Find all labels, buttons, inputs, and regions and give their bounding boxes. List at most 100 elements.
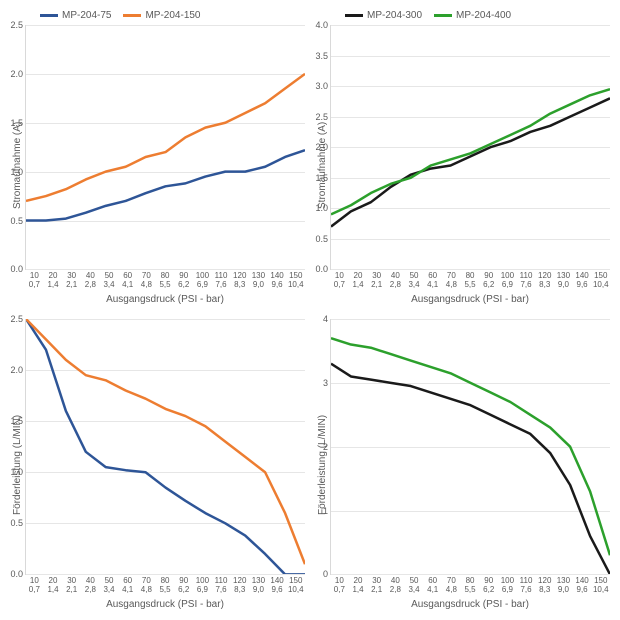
x-tick: 201,4: [349, 577, 368, 595]
y-tick-label: 0.5: [10, 518, 26, 528]
line-layer: [26, 319, 305, 574]
y-tick-label: 0.0: [10, 264, 26, 274]
y-tick-label: 0.5: [10, 216, 26, 226]
legend-item: MP-204-400: [434, 10, 511, 21]
x-tick: 402,8: [81, 577, 100, 595]
gridline: [331, 269, 610, 270]
y-tick-label: 0.0: [315, 264, 331, 274]
x-ticks: 100,7201,4302,1402,8503,4604,1704,8805,5…: [330, 272, 610, 290]
y-tick-label: 1.5: [315, 173, 331, 183]
line-layer: [331, 25, 610, 269]
x-tick: 302,1: [367, 577, 386, 595]
legend-label: MP-204-75: [62, 10, 111, 21]
x-tick: 805,5: [461, 577, 480, 595]
y-tick-label: 1.0: [10, 467, 26, 477]
panel-br: Förderleistung (L/MIN)01234 100,7201,4302…: [315, 315, 610, 610]
x-tick: 704,8: [442, 577, 461, 595]
x-tick: 503,4: [405, 577, 424, 595]
y-tick-label: 2.5: [10, 314, 26, 324]
x-tick: 201,4: [349, 272, 368, 290]
x-tick: 1107,6: [212, 577, 231, 595]
plot-area: 01234: [330, 319, 610, 575]
legend-swatch: [123, 14, 141, 17]
x-tick: 1208,3: [535, 577, 554, 595]
x-tick: 1309,0: [249, 577, 268, 595]
x-tick: 1409,6: [573, 577, 592, 595]
x-tick: 503,4: [405, 272, 424, 290]
x-tick: 15010,4: [286, 272, 305, 290]
y-tick-label: 4: [323, 314, 331, 324]
x-tick: 100,7: [25, 272, 44, 290]
x-axis-label: Ausgangsdruck (PSI - bar): [25, 294, 305, 305]
x-tick: 1409,6: [573, 272, 592, 290]
x-tick: 503,4: [100, 272, 119, 290]
x-ticks: 100,7201,4302,1402,8503,4604,1704,8805,5…: [25, 577, 305, 595]
x-axis-label: Ausgangsdruck (PSI - bar): [330, 294, 610, 305]
legend-item: MP-204-150: [123, 10, 200, 21]
x-tick: 1208,3: [535, 272, 554, 290]
x-tick: 805,5: [461, 272, 480, 290]
x-tick: 302,1: [62, 577, 81, 595]
y-tick-label: 1: [323, 506, 331, 516]
y-tick-label: 3.0: [315, 81, 331, 91]
y-tick-label: 1.0: [10, 167, 26, 177]
series-line: [26, 319, 305, 564]
y-tick-label: 1.5: [10, 416, 26, 426]
chart-grid: MP-204-75MP-204-150Stromaufnahme (A)0.00…: [10, 10, 610, 610]
x-tick: 201,4: [44, 577, 63, 595]
x-ticks: 100,7201,4302,1402,8503,4604,1704,8805,5…: [25, 272, 305, 290]
y-tick-label: 2.0: [315, 142, 331, 152]
x-tick: 906,2: [174, 577, 193, 595]
line-layer: [331, 319, 610, 574]
y-tick-label: 0.0: [10, 569, 26, 579]
x-tick: 604,1: [423, 577, 442, 595]
y-tick-label: 1.5: [10, 118, 26, 128]
x-tick: 15010,4: [591, 577, 610, 595]
x-tick: 1006,9: [193, 577, 212, 595]
x-tick: 1107,6: [517, 577, 536, 595]
y-axis-label: Förderleistung (L/MIN): [315, 319, 330, 610]
legend-swatch: [434, 14, 452, 17]
x-tick: 906,2: [479, 272, 498, 290]
x-tick: 402,8: [81, 272, 100, 290]
x-axis-label: Ausgangsdruck (PSI - bar): [330, 599, 610, 610]
y-tick-label: 3: [323, 378, 331, 388]
x-tick: 1107,6: [517, 272, 536, 290]
x-tick: 1409,6: [268, 272, 287, 290]
series-line: [331, 364, 610, 575]
plot-area: 0.00.51.01.52.02.5: [25, 25, 305, 270]
x-tick: 604,1: [118, 577, 137, 595]
y-tick-label: 2.0: [10, 365, 26, 375]
y-tick-label: 2.5: [10, 20, 26, 30]
legend-swatch: [345, 14, 363, 17]
x-tick: 1107,6: [212, 272, 231, 290]
x-tick: 1208,3: [230, 577, 249, 595]
x-tick: 704,8: [442, 272, 461, 290]
series-line: [26, 150, 305, 220]
series-line: [331, 89, 610, 214]
x-tick: 302,1: [367, 272, 386, 290]
x-tick: 100,7: [330, 272, 349, 290]
x-tick: 1208,3: [230, 272, 249, 290]
series-line: [331, 338, 610, 555]
panel-tl: MP-204-75MP-204-150Stromaufnahme (A)0.00…: [10, 10, 305, 305]
x-tick: 1309,0: [554, 577, 573, 595]
x-tick: 805,5: [156, 272, 175, 290]
x-tick: 15010,4: [286, 577, 305, 595]
y-tick-label: 0.5: [315, 234, 331, 244]
x-tick: 1309,0: [554, 272, 573, 290]
legend: MP-204-300 MP-204-400: [345, 10, 610, 21]
y-tick-label: 3.5: [315, 51, 331, 61]
legend-swatch: [40, 14, 58, 17]
x-tick: 805,5: [156, 577, 175, 595]
x-tick: 1409,6: [268, 577, 287, 595]
x-tick: 1006,9: [498, 577, 517, 595]
y-axis-label: Stromaufnahme (A): [10, 25, 25, 305]
x-tick: 302,1: [62, 272, 81, 290]
legend: MP-204-75 MP-204-150: [40, 10, 305, 21]
legend-item: MP-204-300: [345, 10, 422, 21]
x-tick: 15010,4: [591, 272, 610, 290]
x-tick: 100,7: [330, 577, 349, 595]
legend-item: MP-204-75: [40, 10, 111, 21]
line-layer: [26, 25, 305, 269]
